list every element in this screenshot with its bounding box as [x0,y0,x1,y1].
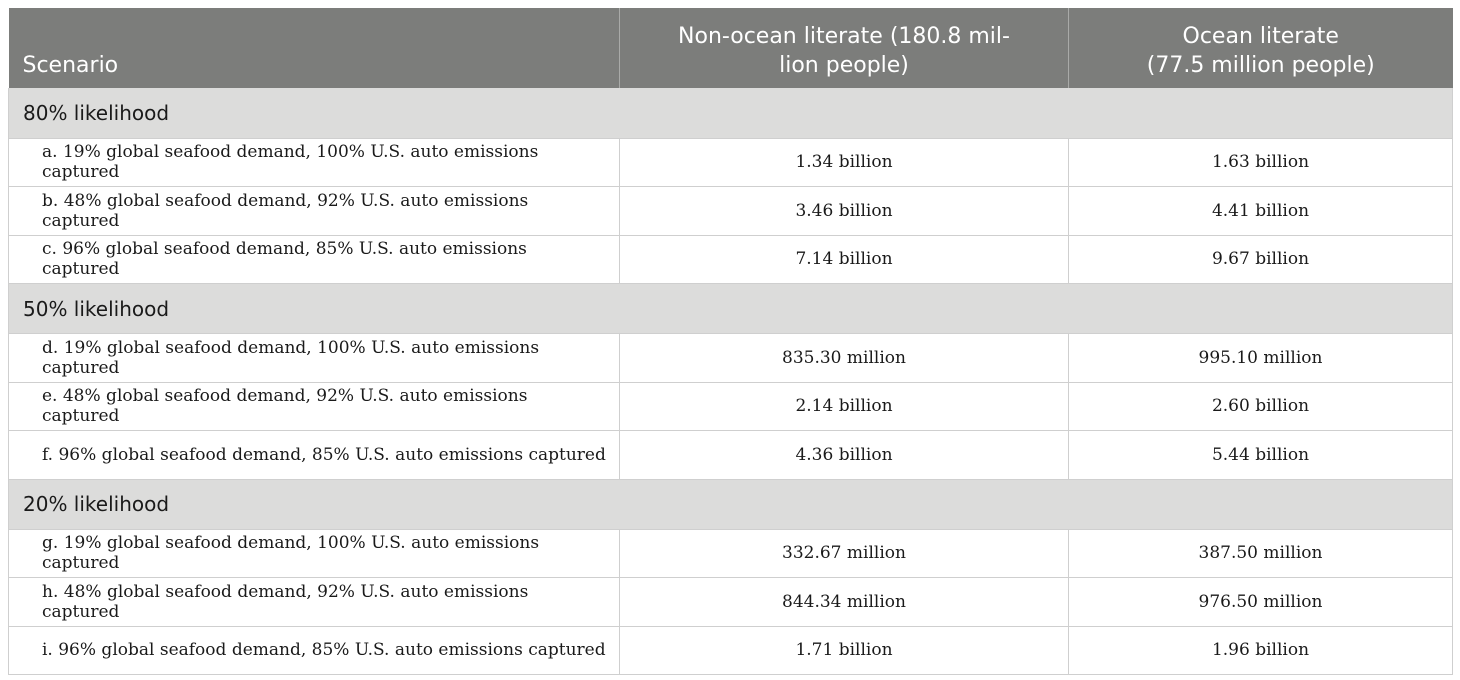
ocean-literate-cell: 4.41 billion [1068,186,1453,236]
ocean-literate-cell: 976.50 million [1068,577,1453,627]
group-label: 50% likelihood [8,283,1453,334]
group-row: 20% likelihood [8,479,1453,529]
scenario-cell: h. 48% global seafood demand, 92% U.S. a… [8,577,620,627]
table-body: 80% likelihood a. 19% global seafood dema… [8,88,1453,675]
header-ocean-literate: Ocean literate (77.5 million people) [1068,8,1453,88]
table-row: a. 19% global seafood demand, 100% U.S. … [8,137,1453,187]
ocean-literate-cell: 1.96 billion [1068,625,1453,675]
scenario-cell: f. 96% global seafood demand, 85% U.S. a… [8,430,620,480]
group-row: 80% likelihood [8,88,1453,138]
scenario-cell: b. 48% global seafood demand, 92% U.S. a… [8,186,620,236]
header-row: Scenario Non-ocean literate (180.8 mil- … [8,8,1453,88]
table-row: c. 96% global seafood demand, 85% U.S. a… [8,234,1453,284]
ocean-literate-cell: 9.67 billion [1068,234,1453,284]
non-ocean-literate-cell: 3.46 billion [619,186,1069,236]
scenario-cell: a. 19% global seafood demand, 100% U.S. … [8,137,620,187]
scenario-cell: e. 48% global seafood demand, 92% U.S. a… [8,381,620,431]
table-header: Scenario Non-ocean literate (180.8 mil- … [8,8,1453,88]
scenario-cell: d. 19% global seafood demand, 100% U.S. … [8,333,620,383]
table-row: g. 19% global seafood demand, 100% U.S. … [8,528,1453,578]
scenario-cell: c. 96% global seafood demand, 85% U.S. a… [8,234,620,284]
ocean-literate-cell: 2.60 billion [1068,381,1453,431]
group-label: 80% likelihood [8,88,1453,138]
table-row: e. 48% global seafood demand, 92% U.S. a… [8,381,1453,431]
table-row: h. 48% global seafood demand, 92% U.S. a… [8,577,1453,627]
table-row: i. 96% global seafood demand, 85% U.S. a… [8,625,1453,675]
table-row: d. 19% global seafood demand, 100% U.S. … [8,333,1453,383]
ocean-literate-cell: 387.50 million [1068,528,1453,578]
non-ocean-literate-cell: 2.14 billion [619,381,1069,431]
ocean-literate-cell: 995.10 million [1068,333,1453,383]
group-label: 20% likelihood [8,479,1453,529]
table-row: b. 48% global seafood demand, 92% U.S. a… [8,186,1453,236]
non-ocean-literate-cell: 1.71 billion [619,625,1069,675]
table-row: f. 96% global seafood demand, 85% U.S. a… [8,430,1453,480]
scenario-table: Scenario Non-ocean literate (180.8 mil- … [8,8,1453,675]
header-scenario: Scenario [8,8,620,88]
non-ocean-literate-cell: 7.14 billion [619,234,1069,284]
non-ocean-literate-cell: 835.30 million [619,333,1069,383]
non-ocean-literate-cell: 332.67 million [619,528,1069,578]
scenario-cell: i. 96% global seafood demand, 85% U.S. a… [8,625,620,675]
non-ocean-literate-cell: 1.34 billion [619,137,1069,187]
ocean-literate-cell: 5.44 billion [1068,430,1453,480]
ocean-literate-cell: 1.63 billion [1068,137,1453,187]
group-row: 50% likelihood [8,283,1453,334]
header-non-ocean-literate: Non-ocean literate (180.8 mil- lion peop… [619,8,1069,88]
scenario-cell: g. 19% global seafood demand, 100% U.S. … [8,528,620,578]
table-container: Scenario Non-ocean literate (180.8 mil- … [8,8,1453,675]
non-ocean-literate-cell: 844.34 million [619,577,1069,627]
non-ocean-literate-cell: 4.36 billion [619,430,1069,480]
